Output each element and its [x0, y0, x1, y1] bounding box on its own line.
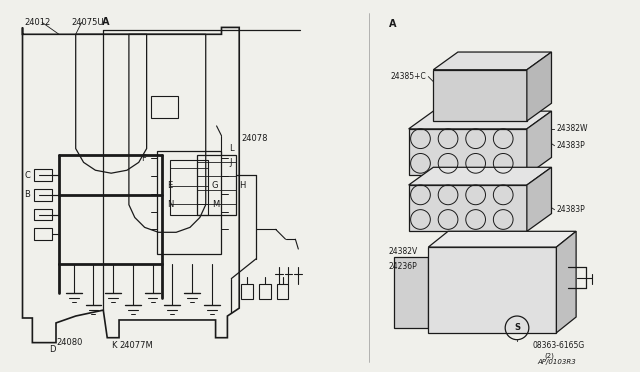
Text: 24236P: 24236P — [389, 262, 418, 271]
Text: 24012: 24012 — [24, 18, 51, 27]
Polygon shape — [556, 231, 576, 333]
Polygon shape — [394, 257, 428, 328]
Polygon shape — [409, 185, 527, 231]
Polygon shape — [527, 52, 552, 121]
Polygon shape — [527, 111, 552, 175]
Polygon shape — [409, 167, 552, 185]
Text: G: G — [212, 180, 218, 189]
Text: E: E — [167, 180, 173, 189]
Bar — [150, 96, 178, 118]
Text: AP/0103R3: AP/0103R3 — [538, 359, 576, 365]
Bar — [241, 283, 253, 299]
Polygon shape — [433, 52, 552, 70]
Bar — [197, 155, 236, 215]
Text: D: D — [49, 345, 56, 354]
Bar — [35, 228, 52, 240]
Bar — [35, 189, 52, 201]
Bar — [397, 312, 426, 324]
Text: B: B — [24, 190, 30, 199]
Text: 24385+C: 24385+C — [391, 72, 427, 81]
Text: M: M — [212, 200, 219, 209]
Polygon shape — [428, 231, 576, 247]
Text: 08363-6165G: 08363-6165G — [532, 341, 585, 350]
Text: N: N — [167, 200, 173, 209]
Bar — [170, 160, 208, 215]
Text: A: A — [102, 17, 110, 28]
Polygon shape — [433, 70, 527, 121]
Bar — [397, 262, 426, 274]
Text: J: J — [229, 158, 232, 167]
Text: H: H — [239, 180, 246, 189]
Text: 24383P: 24383P — [556, 141, 585, 150]
Polygon shape — [409, 111, 552, 129]
Text: 24078: 24078 — [241, 134, 268, 143]
Text: A: A — [389, 19, 396, 29]
Text: 24382V: 24382V — [389, 247, 418, 256]
Bar — [35, 209, 52, 221]
Text: C: C — [24, 171, 30, 180]
Bar — [157, 151, 221, 254]
Text: 24080: 24080 — [56, 338, 83, 347]
Bar — [397, 295, 426, 307]
Bar — [259, 283, 271, 299]
Text: 24075U: 24075U — [72, 18, 104, 27]
Text: 24382W: 24382W — [556, 124, 588, 134]
Polygon shape — [409, 129, 527, 175]
Text: 24383P: 24383P — [556, 205, 585, 214]
Text: (2): (2) — [545, 352, 554, 359]
Text: K: K — [111, 341, 116, 350]
Bar — [276, 283, 289, 299]
Polygon shape — [527, 167, 552, 231]
Text: L: L — [229, 144, 234, 153]
Text: 24077M: 24077M — [119, 341, 153, 350]
Text: F: F — [141, 154, 145, 163]
Polygon shape — [428, 247, 556, 333]
Bar — [397, 279, 426, 291]
Bar — [35, 169, 52, 181]
Text: S: S — [514, 323, 520, 332]
